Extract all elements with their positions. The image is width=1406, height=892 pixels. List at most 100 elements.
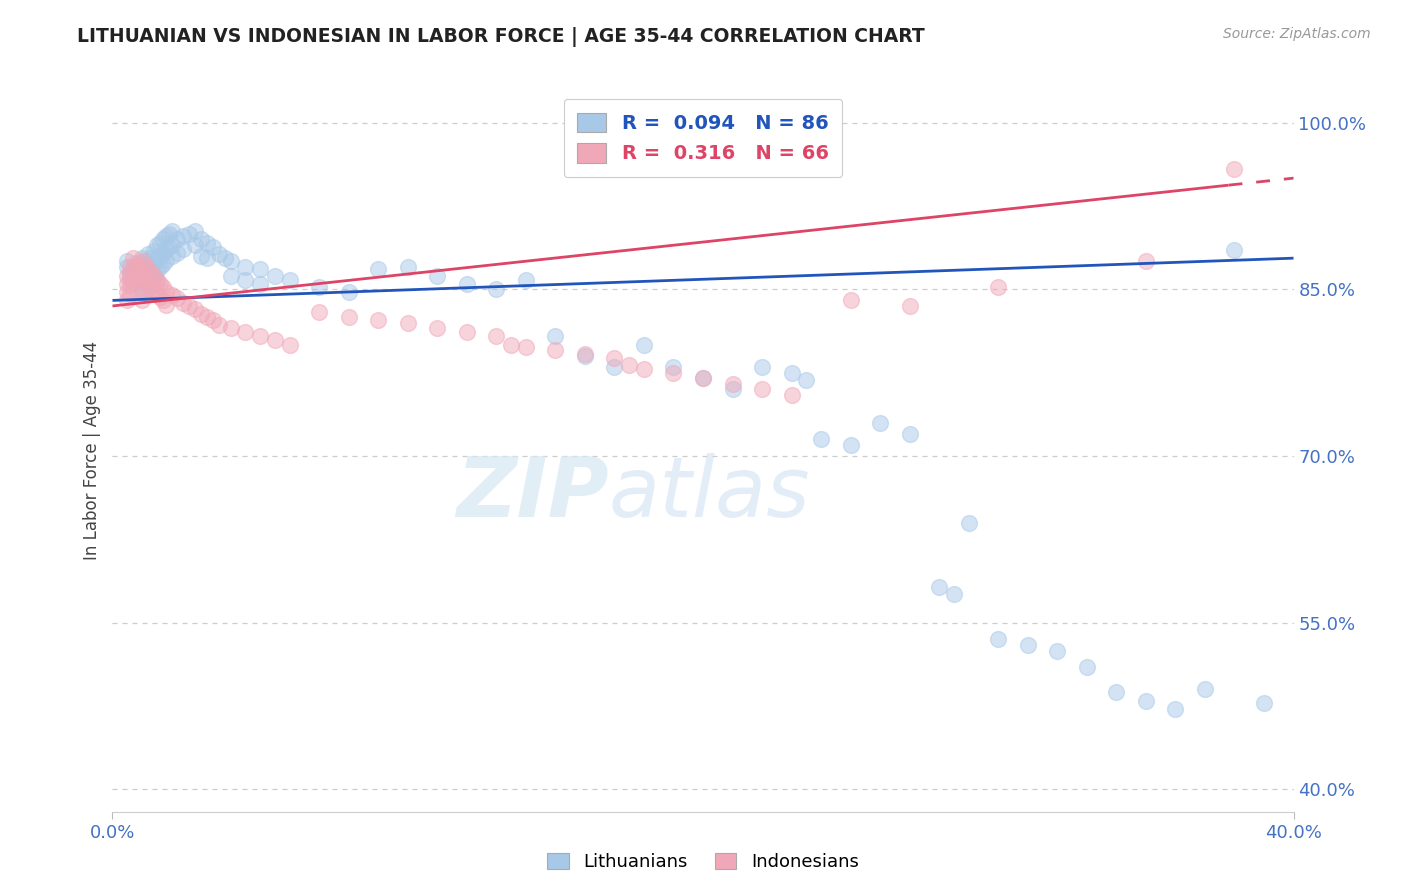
- Point: [190, 232, 212, 246]
- Point: [928, 580, 950, 594]
- Point: [214, 251, 236, 265]
- Point: [1105, 684, 1128, 698]
- Point: [780, 366, 803, 380]
- Point: [157, 240, 180, 254]
- Point: [142, 244, 165, 259]
- Point: [367, 262, 389, 277]
- Text: atlas: atlas: [609, 453, 810, 534]
- Point: [136, 246, 159, 260]
- Point: [136, 271, 159, 285]
- Point: [142, 282, 165, 296]
- Point: [1076, 660, 1098, 674]
- Point: [139, 279, 162, 293]
- Point: [751, 360, 773, 375]
- Point: [337, 285, 360, 299]
- Point: [184, 302, 207, 317]
- Point: [122, 277, 145, 291]
- Point: [134, 277, 156, 291]
- Point: [201, 240, 224, 254]
- Text: Source: ZipAtlas.com: Source: ZipAtlas.com: [1223, 27, 1371, 41]
- Point: [131, 273, 153, 287]
- Point: [117, 268, 138, 283]
- Point: [662, 360, 685, 375]
- Point: [128, 258, 150, 272]
- Legend: R =  0.094   N = 86, R =  0.316   N = 66: R = 0.094 N = 86, R = 0.316 N = 66: [564, 99, 842, 177]
- Point: [515, 340, 537, 354]
- Point: [619, 358, 641, 372]
- Point: [136, 276, 159, 290]
- Point: [128, 268, 150, 283]
- Point: [796, 373, 818, 387]
- Point: [160, 237, 183, 252]
- Point: [117, 293, 138, 308]
- Point: [122, 260, 145, 274]
- Point: [264, 268, 287, 283]
- Point: [134, 266, 156, 280]
- Point: [139, 262, 162, 277]
- Point: [149, 277, 172, 291]
- Point: [134, 258, 156, 272]
- Point: [574, 349, 596, 363]
- Point: [179, 299, 201, 313]
- Point: [117, 285, 138, 299]
- Point: [146, 262, 169, 277]
- Point: [308, 304, 330, 318]
- Point: [152, 245, 174, 260]
- Point: [134, 271, 156, 285]
- Point: [134, 254, 156, 268]
- Point: [131, 293, 153, 308]
- Point: [208, 318, 231, 332]
- Point: [721, 382, 744, 396]
- Point: [1164, 702, 1187, 716]
- Point: [166, 291, 188, 305]
- Point: [125, 268, 148, 283]
- Point: [233, 260, 256, 274]
- Point: [131, 282, 153, 296]
- Point: [146, 273, 169, 287]
- Point: [544, 329, 567, 343]
- Point: [201, 313, 224, 327]
- Point: [149, 249, 172, 263]
- Point: [367, 313, 389, 327]
- Point: [396, 316, 419, 330]
- Point: [633, 362, 655, 376]
- Point: [134, 285, 156, 299]
- Text: ZIP: ZIP: [456, 453, 609, 534]
- Point: [125, 266, 148, 280]
- Point: [131, 268, 153, 283]
- Point: [131, 262, 153, 277]
- Point: [155, 298, 177, 312]
- Point: [603, 351, 626, 366]
- Point: [152, 257, 174, 271]
- Point: [233, 273, 256, 287]
- Point: [184, 237, 207, 252]
- Point: [146, 237, 169, 252]
- Point: [136, 282, 159, 296]
- Point: [692, 371, 714, 385]
- Point: [155, 242, 177, 256]
- Point: [195, 251, 218, 265]
- Point: [128, 273, 150, 287]
- Point: [152, 280, 174, 294]
- Point: [190, 307, 212, 321]
- Point: [1194, 682, 1216, 697]
- Point: [128, 260, 150, 274]
- Point: [1046, 643, 1069, 657]
- Point: [839, 438, 862, 452]
- Point: [142, 268, 165, 283]
- Point: [117, 260, 138, 274]
- Point: [1223, 162, 1246, 177]
- Point: [219, 268, 242, 283]
- Point: [117, 254, 138, 268]
- Point: [721, 376, 744, 391]
- Point: [810, 433, 832, 447]
- Point: [1017, 638, 1039, 652]
- Point: [146, 273, 169, 287]
- Point: [219, 321, 242, 335]
- Point: [136, 262, 159, 277]
- Point: [1253, 696, 1275, 710]
- Text: LITHUANIAN VS INDONESIAN IN LABOR FORCE | AGE 35-44 CORRELATION CHART: LITHUANIAN VS INDONESIAN IN LABOR FORCE …: [77, 27, 925, 46]
- Point: [264, 334, 287, 348]
- Point: [125, 255, 148, 269]
- Point: [152, 293, 174, 308]
